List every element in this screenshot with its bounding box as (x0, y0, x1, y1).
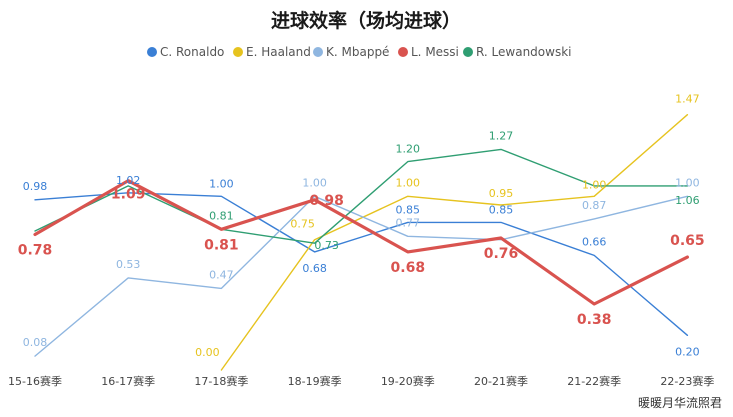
data-label-l-messi: 0.38 (577, 312, 612, 328)
x-tick-label: 20-21赛季 (474, 374, 528, 388)
data-label-c-ronaldo: 0.68 (302, 262, 327, 275)
data-label-k-mbapp: 0.77 (396, 216, 421, 229)
legend-label-l-messi: L. Messi (411, 45, 459, 59)
legend: C. Ronaldo E. Haaland K. Mbappé L. Messi R. … (147, 45, 571, 59)
data-label-r-lewandowski: 0.81 (209, 209, 234, 222)
data-label-r-lewandowski: 1.27 (489, 129, 514, 142)
x-axis-ticks: 15-16赛季 16-17赛季 17-18赛季 18-19赛季 19-20赛季 20-21… (8, 374, 714, 388)
x-tick-label: 16-17赛季 (101, 374, 155, 388)
data-label-c-ronaldo: 0.20 (675, 345, 700, 358)
x-tick-label: 19-20赛季 (381, 374, 435, 388)
x-tick-label: 17-18赛季 (194, 374, 248, 388)
data-label-k-mbapp: 0.53 (116, 258, 141, 271)
data-label-e-haaland: 1.47 (675, 93, 700, 106)
data-label-l-messi: 0.78 (18, 243, 53, 259)
legend-marker-c-ronaldo (147, 47, 157, 57)
data-label-k-mbapp: 0.47 (209, 268, 234, 281)
series-lines (33, 113, 690, 371)
data-label-e-haaland: 0.75 (290, 218, 315, 231)
legend-label-e-haaland: E. Haaland (246, 45, 311, 59)
data-label-c-ronaldo: 1.00 (209, 177, 234, 190)
x-tick-label: 15-16赛季 (8, 374, 62, 388)
series-line-r-lewandowski (34, 148, 689, 244)
legend-marker-k-mbapp (313, 47, 323, 57)
data-label-l-messi: 0.98 (309, 193, 344, 209)
data-label-e-haaland: 1.00 (582, 178, 607, 191)
data-label-r-lewandowski: 1.20 (396, 143, 421, 156)
data-label-l-messi: 0.68 (391, 260, 426, 276)
data-label-c-ronaldo: 0.98 (23, 180, 48, 193)
data-label-r-lewandowski: 1.06 (675, 194, 700, 207)
series-line-k-mbapp (34, 195, 689, 357)
legend-marker-l-messi (398, 47, 408, 57)
watermark: 暖暖月华流照君 (638, 396, 722, 410)
data-label-k-mbapp: 0.87 (582, 199, 607, 212)
x-tick-label: 21-22赛季 (567, 374, 621, 388)
data-label-c-ronaldo: 0.66 (582, 235, 607, 248)
legend-marker-e-haaland (233, 47, 243, 57)
data-label-l-messi: 1.09 (111, 187, 146, 203)
data-label-k-mbapp: 1.00 (302, 176, 327, 189)
x-tick-label: 18-19赛季 (288, 374, 342, 388)
data-labels: 0.98 1.02 1.00 0.68 0.85 0.85 0.66 0.20 0.00 0.75… (18, 93, 705, 359)
x-tick-label: 22-23赛季 (660, 374, 714, 388)
series-line-l-messi (33, 179, 690, 306)
data-label-c-ronaldo: 0.85 (396, 203, 421, 216)
series-line-e-haaland (220, 113, 689, 371)
legend-label-c-ronaldo: C. Ronaldo (160, 45, 224, 59)
legend-label-k-mbapp: K. Mbappé (326, 45, 389, 59)
data-label-c-ronaldo: 0.85 (489, 203, 514, 216)
legend-marker-r-lewandowski (463, 47, 473, 57)
data-label-r-lewandowski: 0.73 (314, 239, 339, 252)
data-label-e-haaland: 0.00 (195, 346, 220, 359)
data-label-e-haaland: 0.95 (489, 187, 514, 200)
legend-label-r-lewandowski: R. Lewandowski (476, 45, 571, 59)
data-label-e-haaland: 1.00 (396, 176, 421, 189)
chart-title: 进球效率（场均进球） (271, 9, 461, 32)
data-label-k-mbapp: 0.08 (23, 336, 48, 349)
data-label-k-mbapp: 1.00 (675, 176, 700, 189)
data-label-l-messi: 0.81 (204, 237, 239, 253)
data-label-c-ronaldo: 1.02 (116, 174, 141, 187)
data-label-l-messi: 0.76 (484, 246, 519, 262)
data-label-l-messi: 0.65 (670, 233, 705, 249)
